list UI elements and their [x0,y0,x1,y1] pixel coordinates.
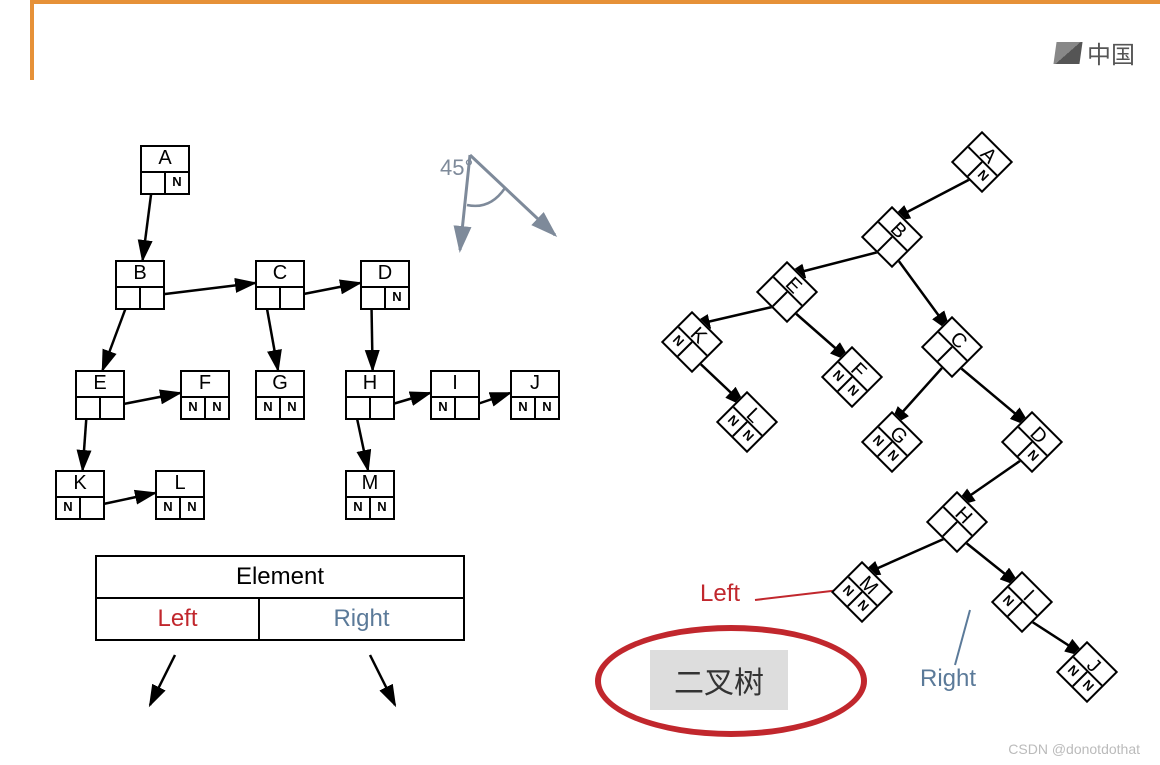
node-pointers: N [432,396,478,418]
watermark: CSDN @donotdothat [1008,741,1140,757]
node-F: FNN [821,346,883,408]
callout-right: Right [920,665,976,693]
callout-left: Left [700,580,740,608]
node-K: KN [55,470,105,520]
node-element: A [142,147,188,171]
node-pointers: NN [157,496,203,518]
logo-corner: 中国 [1055,35,1135,70]
node-element: F [182,372,228,396]
node-I: IN [991,571,1053,633]
node-element: E [77,372,123,396]
node-pointers: NN [347,496,393,518]
node-C: C [255,260,305,310]
logo-text: 中国 [1087,35,1135,70]
angle-label: 45° [440,155,473,181]
node-element: B [117,262,163,286]
node-element: L [157,472,203,496]
top-orange-border [30,0,1160,12]
node-pointers: NN [512,396,558,418]
node-L: LNN [716,391,778,453]
node-F: FNN [180,370,230,420]
node-D: DN [360,260,410,310]
struct-element: Element [96,556,464,598]
node-element: H [347,372,393,396]
binary-tree-label: 二叉树 [650,650,788,710]
node-element: M [347,472,393,496]
node-pointers [77,396,123,418]
node-B: B [115,260,165,310]
node-pointers: N [142,171,188,193]
node-K: KN [661,311,723,373]
node-pointers: N [57,496,103,518]
left-orange-border [30,0,34,80]
node-E: E [75,370,125,420]
node-element: I [432,372,478,396]
node-pointers [347,396,393,418]
struct-left: Left [96,598,259,640]
node-A: AN [140,145,190,195]
node-pointers: N [362,286,408,308]
struct-right: Right [259,598,464,640]
node-pointers [117,286,163,308]
node-element: K [57,472,103,496]
node-M: MNN [831,561,893,623]
node-G: GNN [255,370,305,420]
node-element: D [362,262,408,286]
node-I: IN [430,370,480,420]
cube-icon [1053,42,1082,64]
node-L: LNN [155,470,205,520]
node-E: E [756,261,818,323]
node-A: AN [951,131,1013,193]
node-struct-table: ElementLeftRight [95,555,465,641]
node-pointers: NN [257,396,303,418]
node-element: G [257,372,303,396]
node-pointers [257,286,303,308]
node-D: DN [1001,411,1063,473]
node-H: H [345,370,395,420]
node-B: B [861,206,923,268]
node-element: J [512,372,558,396]
node-G: GNN [861,411,923,473]
node-H: H [926,491,988,553]
node-element: C [257,262,303,286]
node-pointers: NN [182,396,228,418]
node-C: C [921,316,983,378]
node-J: JNN [1056,641,1118,703]
node-M: MNN [345,470,395,520]
node-J: JNN [510,370,560,420]
